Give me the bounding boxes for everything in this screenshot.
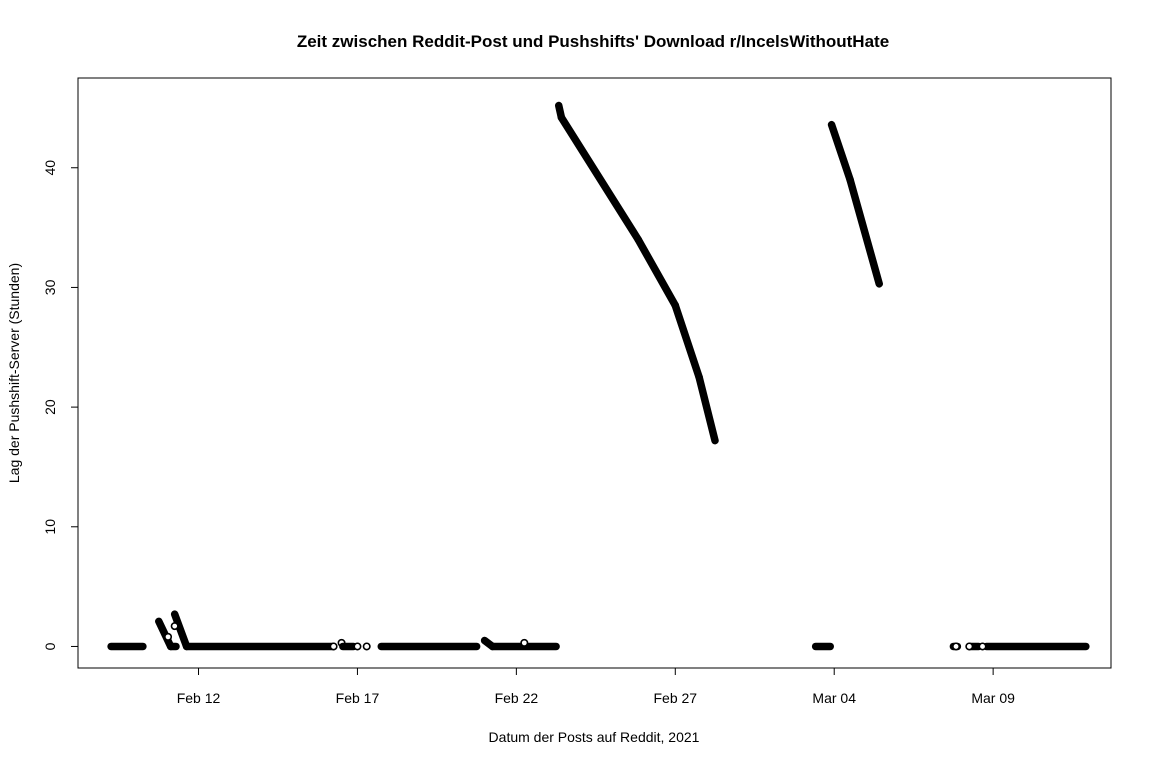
data-point — [362, 642, 371, 651]
data-point-run — [827, 120, 854, 184]
y-tick-label: 20 — [42, 399, 58, 415]
x-tick-label: Feb 27 — [653, 690, 697, 706]
data-point — [164, 632, 173, 641]
data-point-run — [695, 373, 719, 445]
y-tick-label: 0 — [42, 642, 58, 650]
data-point — [978, 642, 987, 651]
data-point-run — [557, 113, 642, 244]
y-tick-label: 10 — [42, 519, 58, 535]
data-point-run — [634, 235, 680, 310]
data-point-run — [671, 301, 703, 381]
y-axis-label: Lag der Pushshift-Server (Stunden) — [6, 263, 22, 483]
data-point-run — [155, 617, 175, 651]
data-series — [107, 101, 1090, 651]
x-tick-label: Feb 12 — [177, 690, 221, 706]
x-tick-label: Feb 22 — [495, 690, 539, 706]
data-point — [353, 642, 362, 651]
data-point — [170, 622, 179, 631]
x-axis: Feb 12 Feb 17 Feb 22 Feb 27 Mar 04 Mar 09 — [177, 667, 1015, 706]
data-point — [965, 642, 974, 651]
x-tick-label: Mar 04 — [812, 690, 856, 706]
data-point-run — [170, 610, 191, 651]
data-point — [329, 642, 338, 651]
data-point-run — [846, 175, 883, 288]
y-tick-label: 40 — [42, 160, 58, 176]
y-axis: 0 10 20 30 40 — [42, 160, 79, 650]
data-point — [520, 638, 529, 647]
chart-title: Zeit zwischen Reddit-Post und Pushshifts… — [297, 32, 889, 51]
y-tick-label: 30 — [42, 279, 58, 295]
x-tick-label: Mar 09 — [971, 690, 1015, 706]
x-tick-label: Feb 17 — [336, 690, 380, 706]
x-axis-label: Datum der Posts auf Reddit, 2021 — [489, 729, 700, 745]
data-point — [952, 642, 961, 651]
